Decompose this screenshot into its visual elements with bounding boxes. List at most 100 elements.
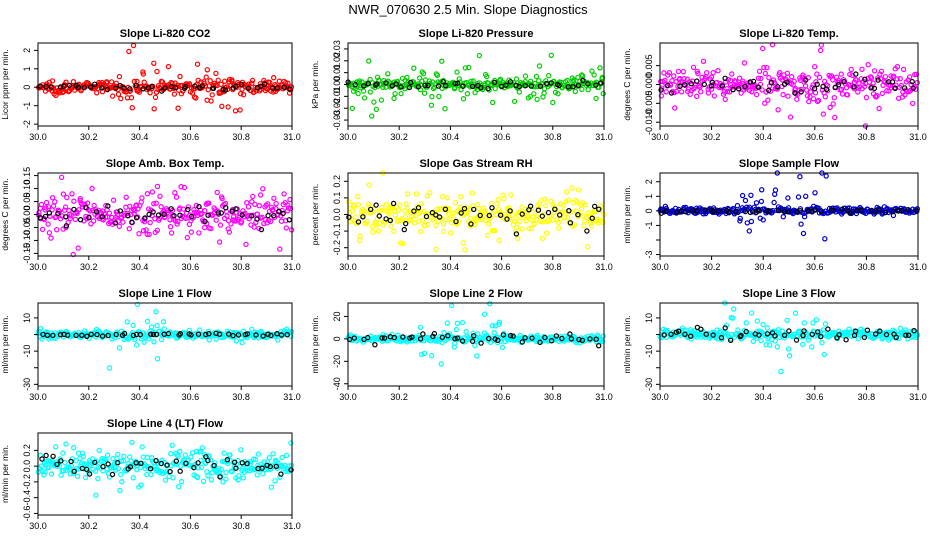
data-point-all xyxy=(722,96,728,103)
data-point-all xyxy=(223,469,229,476)
data-point-all xyxy=(404,205,411,211)
plot-frame xyxy=(37,432,293,516)
data-point-selected xyxy=(112,85,119,92)
data-point-all xyxy=(60,468,67,474)
data-point-all xyxy=(138,482,144,488)
data-point-all xyxy=(548,52,555,59)
data-point-all xyxy=(103,457,109,463)
data-point-all xyxy=(70,445,77,451)
data-point-all xyxy=(348,218,354,225)
data-point-selected xyxy=(510,333,516,339)
data-point-selected xyxy=(391,334,397,341)
data-point-all xyxy=(761,64,767,71)
data-point-all xyxy=(476,205,482,212)
data-point-all xyxy=(690,64,697,71)
y-axis-label: ml/min per min. xyxy=(0,445,10,503)
data-point-selected xyxy=(663,208,669,214)
data-point-all xyxy=(441,221,447,227)
data-point-all xyxy=(430,85,437,92)
data-point-all xyxy=(876,105,882,112)
data-point-all xyxy=(128,458,134,464)
data-point-all xyxy=(721,89,727,95)
data-point-all xyxy=(913,71,920,78)
data-point-selected xyxy=(351,335,357,341)
data-point-selected xyxy=(694,78,700,84)
data-point-all xyxy=(203,74,209,80)
data-point-selected xyxy=(539,213,546,219)
data-point-all xyxy=(599,338,606,345)
data-point-selected xyxy=(658,87,664,93)
data-point-all xyxy=(663,89,669,95)
y-tick-label: 0.2 xyxy=(22,444,32,457)
data-point-selected xyxy=(478,84,484,91)
data-point-selected xyxy=(86,471,93,477)
data-point-all xyxy=(244,467,250,474)
panel-4: Slope Amb. Box Temp. degrees C per min. 30… xyxy=(0,158,301,272)
y-tick-label: 0.0 xyxy=(22,460,32,473)
data-point-selected xyxy=(477,212,483,219)
data-point-selected xyxy=(736,86,742,92)
data-point-all xyxy=(219,195,225,202)
data-point-selected xyxy=(580,77,586,84)
data-point-selected xyxy=(782,209,788,215)
data-point-all xyxy=(499,344,506,351)
data-point-selected xyxy=(906,332,912,338)
x-tick-label: 30.2 xyxy=(390,392,408,402)
data-point-all xyxy=(724,85,730,92)
data-point-selected xyxy=(793,337,800,343)
data-point-selected xyxy=(183,460,189,466)
data-point-all xyxy=(831,94,838,101)
data-point-all xyxy=(391,95,397,102)
x-tick-label: 30.4 xyxy=(754,392,772,402)
data-point-selected xyxy=(254,216,260,222)
data-point-all xyxy=(574,199,580,205)
data-point-all xyxy=(809,344,815,350)
data-point-selected xyxy=(841,78,847,85)
data-point-selected xyxy=(239,212,245,218)
data-point-selected xyxy=(66,82,73,89)
data-point-selected xyxy=(436,214,443,220)
data-point-all xyxy=(439,58,445,64)
data-point-all xyxy=(569,185,575,191)
data-point-all xyxy=(254,472,260,478)
data-point-all xyxy=(593,95,599,102)
data-point-selected xyxy=(121,85,127,91)
data-point-selected xyxy=(801,328,807,334)
data-point-all xyxy=(753,91,760,98)
data-point-all xyxy=(550,99,556,106)
data-point-all xyxy=(812,90,819,96)
data-point-selected xyxy=(205,212,211,218)
data-point-selected xyxy=(478,340,484,346)
data-point-all xyxy=(909,100,916,107)
panel-title: Slope Li-820 Temp. xyxy=(739,28,838,40)
data-point-selected xyxy=(913,208,920,214)
data-point-selected xyxy=(570,83,576,90)
data-point-all xyxy=(356,78,363,84)
data-point-selected xyxy=(468,221,474,227)
data-point-all xyxy=(123,194,129,200)
data-point-all xyxy=(715,67,721,74)
data-point-all xyxy=(149,189,156,195)
data-point-selected xyxy=(818,208,825,214)
data-point-all xyxy=(188,454,194,460)
data-point-all xyxy=(103,79,110,85)
data-point-selected xyxy=(62,214,69,220)
data-point-all xyxy=(367,89,373,95)
data-point-selected xyxy=(276,208,282,215)
data-point-selected xyxy=(567,220,574,226)
data-point-selected xyxy=(528,83,535,89)
data-point-selected xyxy=(755,84,762,90)
data-point-all xyxy=(581,222,587,229)
data-point-all xyxy=(891,328,898,334)
data-point-all xyxy=(133,342,140,348)
y-tick-label: 0 xyxy=(644,208,654,213)
y-tick-label: 0.01 xyxy=(332,64,342,82)
data-point-selected xyxy=(374,81,380,87)
data-point-selected xyxy=(138,460,144,466)
data-point-all xyxy=(226,229,233,235)
data-point-selected xyxy=(718,335,725,341)
data-point-selected xyxy=(911,328,917,334)
data-point-selected xyxy=(794,208,800,215)
data-point-all xyxy=(225,217,232,224)
panel-title: Slope Line 2 Flow xyxy=(430,288,523,300)
